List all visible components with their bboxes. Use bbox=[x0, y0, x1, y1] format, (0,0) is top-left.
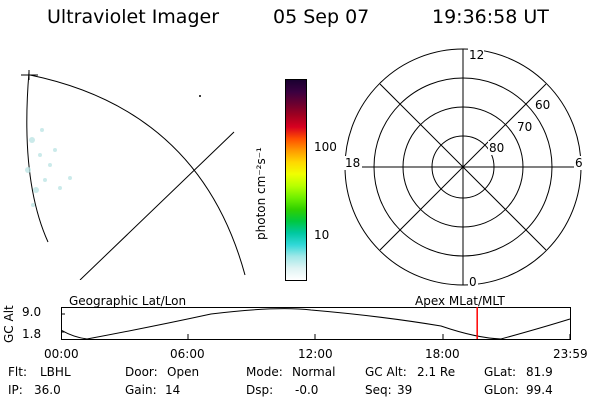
status-seq-value: 39 bbox=[397, 383, 413, 397]
timeline-right-title: Apex MLat/MLT bbox=[415, 294, 505, 308]
instrument-title: Ultraviolet Imager bbox=[47, 6, 220, 28]
timeline-xtick-1: 06:00 bbox=[170, 347, 205, 361]
time-label: 19:36:58 UT bbox=[432, 6, 549, 28]
timeline-xtick-0: 00:00 bbox=[44, 347, 79, 361]
timeline-y-label: GC Alt bbox=[2, 305, 16, 343]
lat-label-80: 80 bbox=[489, 141, 504, 155]
polar-diagonal-2 bbox=[379, 83, 547, 251]
timeline-xtick-3: 18:00 bbox=[425, 347, 460, 361]
lat-label-60: 60 bbox=[535, 98, 550, 112]
meridian-line bbox=[79, 131, 235, 280]
status-door-key: Door: bbox=[125, 365, 158, 379]
colorbar-tick-10: 10 bbox=[314, 228, 330, 242]
status-gcalt-value: 2.1 Re bbox=[417, 365, 456, 379]
timeline-left-title: Geographic Lat/Lon bbox=[69, 294, 187, 308]
status-dsp-value: -0.0 bbox=[295, 383, 319, 397]
mlt-label-12: 12 bbox=[469, 48, 484, 62]
lat-label-70: 70 bbox=[517, 120, 532, 134]
status-ip-key: IP: bbox=[8, 383, 23, 397]
timeline-xtick-2: 12:00 bbox=[298, 347, 333, 361]
intensity-colorbar bbox=[285, 79, 307, 281]
status-gain-value: 14 bbox=[165, 383, 181, 397]
colorbar-tick-100: 100 bbox=[314, 140, 337, 154]
status-glat-value: 81.9 bbox=[526, 365, 553, 379]
geographic-map-panel bbox=[21, 70, 246, 280]
aurora-speckle bbox=[25, 128, 72, 207]
status-gcalt-key: GC Alt: bbox=[365, 365, 407, 379]
status-glon-value: 99.4 bbox=[526, 383, 553, 397]
status-door-value: Open bbox=[167, 365, 200, 379]
status-mode-key: Mode: bbox=[246, 365, 283, 379]
status-filter-value: LBHL bbox=[40, 365, 71, 379]
mlt-label-0: 0 bbox=[469, 275, 477, 289]
star-dot bbox=[199, 95, 201, 97]
altitude-curve bbox=[61, 308, 571, 340]
status-ip-value: 36.0 bbox=[34, 383, 61, 397]
status-glat-key: GLat: bbox=[484, 365, 517, 379]
mlt-label-18: 18 bbox=[345, 156, 360, 170]
date-label: 05 Sep 07 bbox=[273, 6, 370, 28]
status-mode-value: Normal bbox=[292, 365, 336, 379]
timeline-xtick-4: 23:59 bbox=[553, 347, 588, 361]
timeline-ytick-top: 9.0 bbox=[22, 305, 42, 319]
mlt-label-6: 6 bbox=[575, 156, 583, 170]
status-seq-key: Seq: bbox=[365, 383, 392, 397]
status-glon-key: GLon: bbox=[484, 383, 519, 397]
status-dsp-key: Dsp: bbox=[246, 383, 274, 397]
polar-mlat-mlt-plot: 12 0 18 6 60 70 80 bbox=[344, 48, 584, 289]
orbit-altitude-timeline bbox=[61, 307, 571, 340]
status-gain-key: Gain: bbox=[125, 383, 157, 397]
colorbar-unit-label: photon cm⁻²s⁻¹ bbox=[254, 147, 268, 240]
timeline-ytick-bottom: 1.8 bbox=[22, 327, 42, 341]
status-filter-key: Flt: bbox=[8, 365, 27, 379]
geographic-border bbox=[21, 70, 246, 276]
